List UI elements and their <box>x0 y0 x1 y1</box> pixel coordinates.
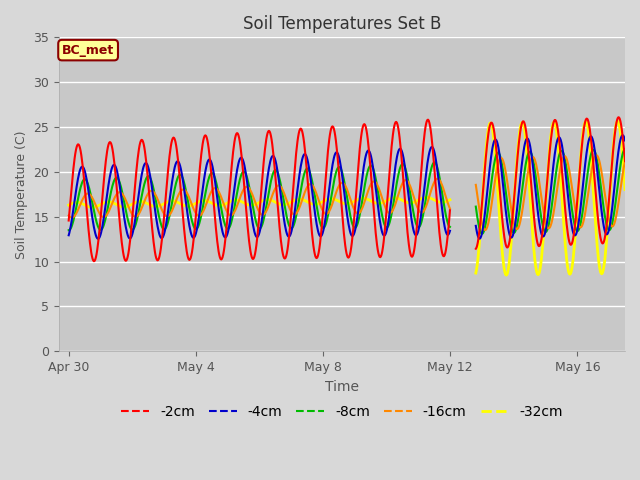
Text: BC_met: BC_met <box>62 44 114 57</box>
Legend: -2cm, -4cm, -8cm, -16cm, -32cm: -2cm, -4cm, -8cm, -16cm, -32cm <box>116 399 568 424</box>
Title: Soil Temperatures Set B: Soil Temperatures Set B <box>243 15 441 33</box>
Y-axis label: Soil Temperature (C): Soil Temperature (C) <box>15 130 28 259</box>
X-axis label: Time: Time <box>325 380 359 394</box>
Bar <box>37 0 640 351</box>
